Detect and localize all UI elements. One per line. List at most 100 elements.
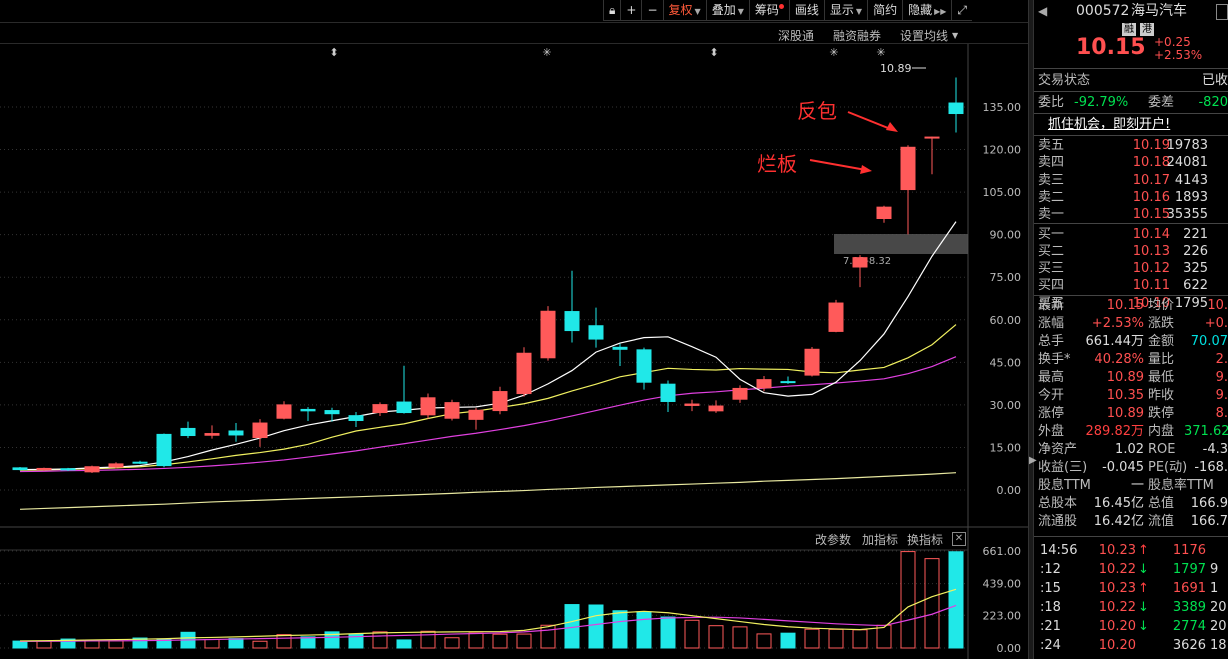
volume-bar bbox=[516, 633, 532, 649]
sell-level-row[interactable]: 卖四 10.18 24081 bbox=[1034, 154, 1228, 171]
annotation-fanbao: 反包 bbox=[797, 99, 837, 123]
volume-bar bbox=[372, 631, 388, 649]
buy-level-row[interactable]: 买五 10.10 1795 bbox=[1034, 295, 1228, 312]
candle-body bbox=[924, 136, 940, 139]
price-axis-label: 60.00 bbox=[990, 314, 1022, 327]
stat-value: 70.07 bbox=[1190, 334, 1228, 349]
close-icon[interactable]: ✕ bbox=[952, 532, 966, 546]
fullscreen-icon[interactable]: ⤢ bbox=[951, 0, 972, 21]
stat-value: 661.44万 bbox=[1085, 334, 1145, 349]
stat-row: 最高 10.89 最低 9. bbox=[1034, 369, 1228, 387]
stat-value: -168. bbox=[1194, 460, 1228, 475]
price-axis-label: 30.00 bbox=[990, 399, 1022, 412]
promo-row[interactable]: 抓住机会，即刻开户! bbox=[1034, 115, 1228, 134]
fuquan-button[interactable]: 复权 ▼ bbox=[662, 0, 706, 21]
minus-icon[interactable]: − bbox=[641, 0, 662, 21]
xianshi-button[interactable]: 显示 ▼ bbox=[823, 0, 867, 21]
level-volume: 622 bbox=[1183, 278, 1208, 294]
volume-bar bbox=[828, 628, 844, 649]
weicha-label: 委差 bbox=[1148, 95, 1175, 110]
plus-icon[interactable]: + bbox=[620, 0, 641, 21]
level-price: 10.18 bbox=[1132, 155, 1170, 171]
stat-row: 股息TTM 一股息率TTM bbox=[1034, 477, 1228, 495]
level-label: 买三 bbox=[1038, 261, 1065, 277]
stat-label: 涨幅 bbox=[1038, 316, 1065, 331]
stat-value: 289.82万 bbox=[1085, 424, 1145, 439]
candle-body bbox=[276, 404, 292, 419]
level-label: 卖二 bbox=[1038, 189, 1065, 205]
vol-ma10-line bbox=[19, 604, 957, 642]
level-label: 卖一 bbox=[1038, 207, 1065, 223]
stat-label: 金额 bbox=[1148, 334, 1175, 349]
candle-body bbox=[852, 257, 868, 268]
volume-bar bbox=[468, 632, 484, 649]
tick-extra: 18 bbox=[1210, 638, 1227, 653]
volume-bar bbox=[756, 633, 772, 649]
level-price: 10.15 bbox=[1132, 207, 1170, 223]
volume-bar bbox=[228, 638, 244, 649]
chart-toolbar: 🔒︎ + − 复权 ▼ 叠加 ▼ 筹码 画线 显示 ▼ 简约 隐藏 ▶▶ ⤢ bbox=[603, 0, 973, 21]
stat-label: 昨收 bbox=[1148, 388, 1175, 403]
back-arrow-icon[interactable]: ◀ bbox=[1038, 4, 1048, 18]
stat-label: 流通股 bbox=[1038, 514, 1078, 529]
level-volume: 1795 bbox=[1174, 295, 1208, 311]
tick-time: :24 bbox=[1040, 638, 1061, 653]
diejia-button[interactable]: 叠加 ▼ bbox=[705, 0, 749, 21]
rongzi-link[interactable]: 融资融券 bbox=[833, 29, 882, 43]
buy-level-row[interactable]: 买二 10.13 226 bbox=[1034, 243, 1228, 260]
stat-label: 量比 bbox=[1148, 352, 1175, 367]
volume-bar bbox=[252, 640, 268, 649]
level-price: 10.10 bbox=[1132, 295, 1170, 311]
level-price: 10.11 bbox=[1132, 278, 1170, 294]
candle-body bbox=[588, 325, 604, 340]
tick-extra: 9 bbox=[1210, 562, 1219, 577]
huaxian-button[interactable]: 画线 bbox=[788, 0, 824, 21]
promo-link[interactable]: 抓住机会，即刻开户! bbox=[1048, 117, 1171, 132]
candle-body bbox=[900, 146, 916, 191]
level-price: 10.14 bbox=[1132, 226, 1170, 242]
buy-level-row[interactable]: 买四 10.11 622 bbox=[1034, 277, 1228, 294]
price-axis-label: 0.00 bbox=[997, 484, 1022, 497]
kline-chart-area[interactable]: 🔒︎ + − 复权 ▼ 叠加 ▼ 筹码 画线 显示 ▼ 简约 隐藏 ▶▶ ⤢ 深股通 融… bbox=[0, 0, 1028, 659]
sell-level-row[interactable]: 卖二 10.16 1893 bbox=[1034, 189, 1228, 206]
current-price: 10.15 bbox=[1076, 35, 1146, 60]
chouma-button[interactable]: 筹码 bbox=[748, 0, 789, 21]
candle-body bbox=[684, 403, 700, 406]
settings-icon[interactable] bbox=[1216, 4, 1228, 20]
volume-bar bbox=[420, 630, 436, 649]
stat-value: 1.02 bbox=[1115, 442, 1144, 457]
yincang-button[interactable]: 隐藏 ▶▶ bbox=[902, 0, 951, 21]
stat-label: 今开 bbox=[1038, 388, 1065, 403]
change-params-button[interactable]: 改参数 bbox=[815, 533, 852, 547]
stat-value: 166.7 bbox=[1190, 514, 1228, 529]
tick-row: :12 10.22 ↓ 1797 9 bbox=[1034, 560, 1228, 579]
chevron-right-icon[interactable]: ▶ bbox=[1029, 455, 1037, 466]
volume-bar bbox=[324, 631, 340, 649]
switch-indicator-button[interactable]: 换指标 bbox=[907, 533, 944, 547]
shengutong-link[interactable]: 深股通 bbox=[778, 29, 815, 43]
level-label: 买一 bbox=[1038, 226, 1065, 242]
sell-level-row[interactable]: 卖一 10.15 35355 bbox=[1034, 206, 1228, 223]
add-indicator-button[interactable]: 加指标 bbox=[862, 533, 899, 547]
chevron-down-icon[interactable]: ▼ bbox=[952, 31, 959, 40]
lock-icon[interactable]: 🔒︎ bbox=[603, 0, 620, 21]
tick-volume: 1176 bbox=[1172, 543, 1206, 558]
stat-value: -0.045 bbox=[1102, 460, 1144, 475]
arrow-up-icon: ↑ bbox=[1138, 543, 1149, 558]
volume-bar bbox=[852, 629, 868, 649]
buy-level-row[interactable]: 买一 10.14 221 bbox=[1034, 226, 1228, 243]
stat-value: 10.35 bbox=[1106, 388, 1144, 403]
jianyue-button[interactable]: 简约 bbox=[867, 0, 902, 21]
level-volume: 24081 bbox=[1166, 155, 1208, 171]
sell-level-row[interactable]: 卖三 10.17 4143 bbox=[1034, 172, 1228, 189]
tick-row: :18 10.22 ↓ 3389 20 bbox=[1034, 598, 1228, 617]
candle-body bbox=[468, 409, 484, 420]
set-ma-link[interactable]: 设置均线 bbox=[900, 29, 949, 43]
stat-label: 均价 bbox=[1148, 298, 1175, 313]
tick-row: 14:56 10.23 ↑ 1176 bbox=[1034, 541, 1228, 560]
panel-divider[interactable]: ▶ bbox=[1028, 0, 1037, 659]
buy-level-row[interactable]: 买三 10.12 325 bbox=[1034, 260, 1228, 277]
candle-body bbox=[804, 348, 820, 376]
candle-body bbox=[156, 433, 172, 467]
sell-level-row[interactable]: 卖五 10.19 19783 bbox=[1034, 137, 1228, 154]
